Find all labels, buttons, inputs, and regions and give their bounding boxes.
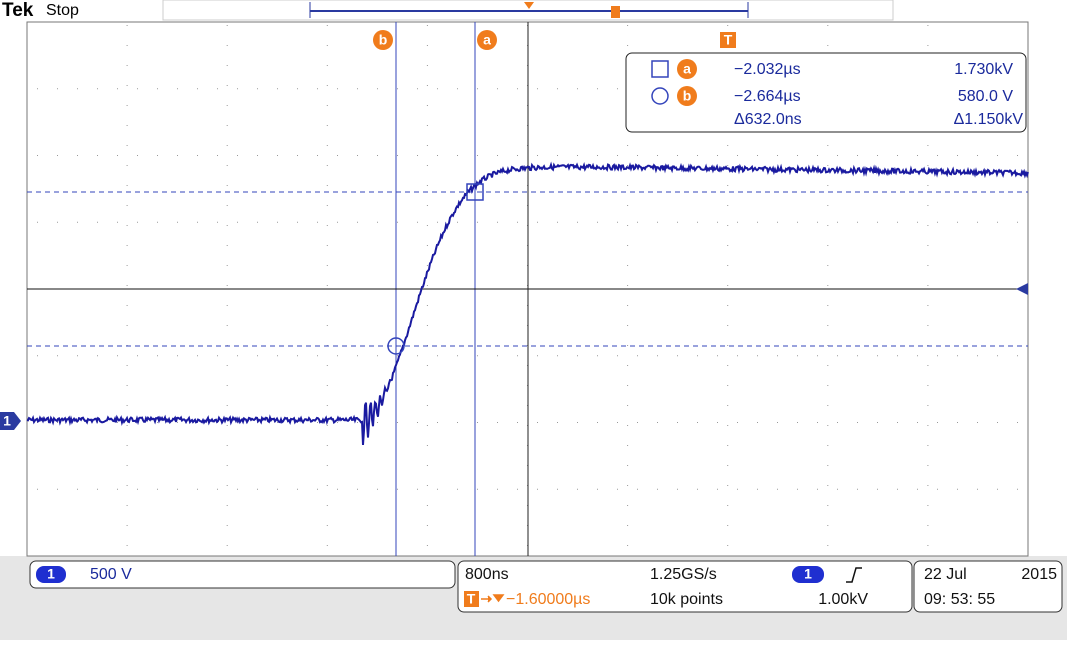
rising-edge-icon: [846, 567, 862, 583]
readout-b-value: 580.0 V: [958, 88, 1013, 105]
readout-delta-value: Δ1.150kV: [954, 111, 1024, 128]
readout-delta-time: Δ632.0ns: [734, 111, 802, 128]
trigger-level: 1.00kV: [818, 591, 868, 608]
cursor-a-label: a: [483, 32, 491, 48]
date: 22 Jul: [924, 566, 967, 583]
readout-b-badge: [677, 86, 697, 106]
sample-rate: 1.25GS/s: [650, 566, 717, 583]
waveform: [26, 161, 1029, 445]
cursor-readout: [625, 52, 1027, 133]
channel-badge: [36, 566, 66, 583]
trigger-channel-badge: [792, 566, 824, 583]
trigger-pointer: [524, 2, 534, 9]
time-scale: 800ns: [465, 566, 509, 583]
cursor-b-label: b: [379, 32, 388, 48]
trigger-badge: [720, 32, 736, 48]
readout-a-time: −2.032µs: [734, 61, 801, 78]
datetime-box: [913, 560, 1063, 613]
readout-b-label: b: [683, 88, 692, 104]
ground-marker-label: 1: [3, 413, 11, 429]
cursor-a-marker: [466, 183, 484, 201]
trigger-position-icon: [611, 6, 620, 18]
trigger-position: −1.60000µs: [506, 591, 590, 608]
trigger-level-marker: [1016, 283, 1028, 295]
ground-marker: [0, 412, 21, 430]
trigger-pos-arrow: [481, 594, 505, 603]
readout-a-label: a: [683, 61, 691, 77]
cursor-b-marker: [387, 337, 405, 355]
channel-scale: 500 V: [90, 566, 132, 583]
trigger-channel: 1: [804, 566, 812, 582]
circle-symbol: [651, 87, 669, 105]
cursor-a-badge: [477, 30, 497, 50]
year: 2015: [1021, 566, 1057, 583]
square-symbol: [651, 60, 669, 78]
readout-b-time: −2.664µs: [734, 88, 801, 105]
trigger-pos-badge: [464, 591, 479, 607]
channel-box: [29, 560, 456, 589]
brand: Tek: [2, 0, 34, 21]
channel-number: 1: [47, 566, 55, 582]
clock: 09: 53: 55: [924, 591, 995, 608]
acq-status: Stop: [46, 2, 79, 19]
readout-a-badge: [677, 59, 697, 79]
readout-a-value: 1.730kV: [954, 61, 1013, 78]
trigger-pos-icon-label: T: [467, 591, 476, 607]
trigger-label: T: [724, 32, 733, 48]
cursor-b-badge: [373, 30, 393, 50]
record-length: 10k points: [650, 591, 723, 608]
